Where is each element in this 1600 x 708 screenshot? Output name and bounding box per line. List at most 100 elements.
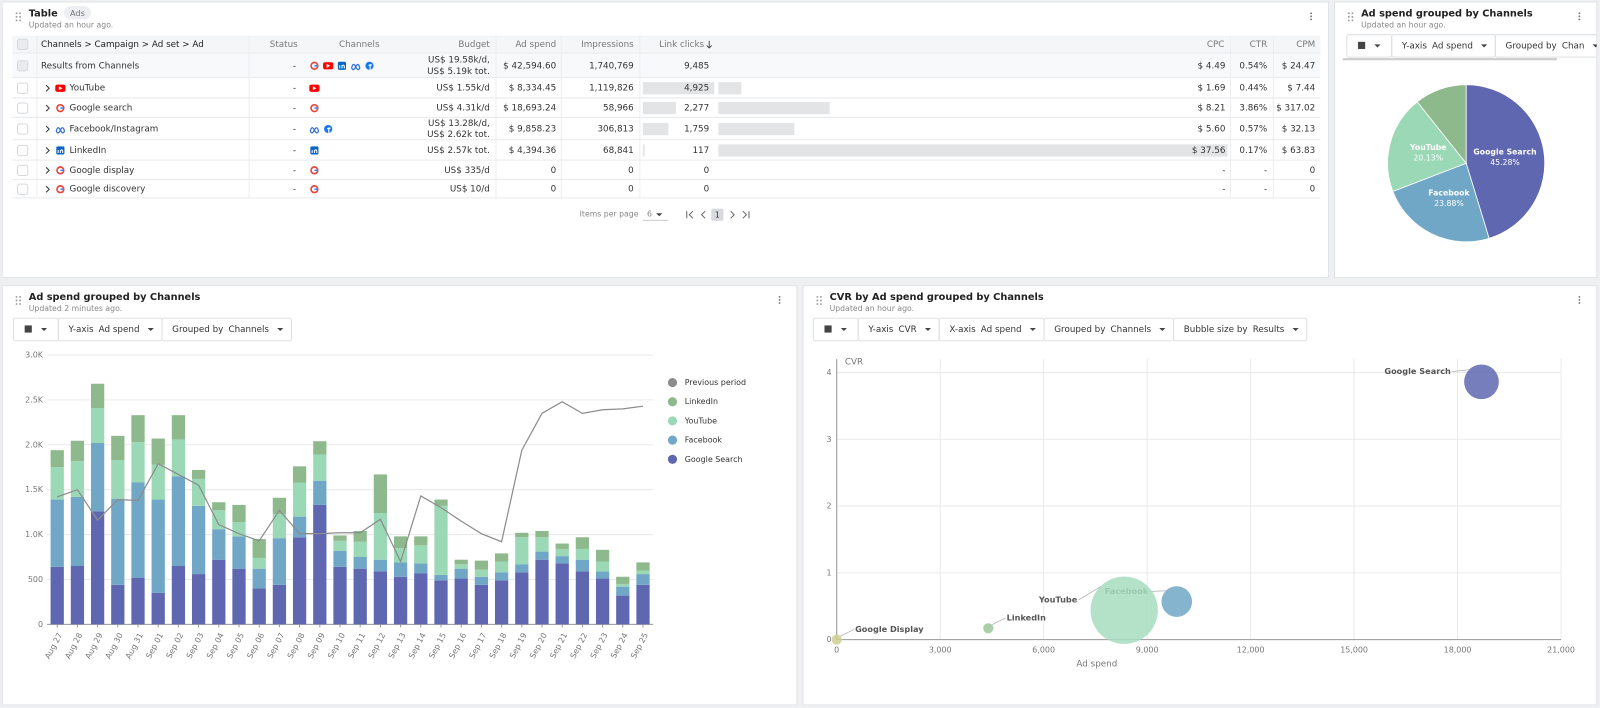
last-page[interactable] <box>742 210 750 219</box>
menu-dot[interactable] <box>1578 302 1581 304</box>
chart-type-button[interactable] <box>812 317 859 342</box>
row-name: Results from Channels <box>41 61 140 71</box>
sort-arrow[interactable] <box>706 40 713 49</box>
drag-handle-dot[interactable] <box>19 303 21 305</box>
bar-segment <box>616 586 630 596</box>
control-value: Channels <box>228 325 269 335</box>
menu-dot[interactable] <box>1310 12 1313 15</box>
row-checkbox[interactable] <box>17 183 29 195</box>
bar-segment <box>434 580 448 625</box>
bar-segment <box>171 565 186 625</box>
menu-dot[interactable] <box>1310 18 1313 21</box>
drag-handle-dot[interactable] <box>816 299 819 302</box>
row-checkbox[interactable] <box>17 123 29 135</box>
drag-handle-dot[interactable] <box>819 295 822 298</box>
drag-handle-dot[interactable] <box>15 19 18 22</box>
drag-handle-dot[interactable] <box>1351 12 1354 15</box>
drag-handle-dot[interactable] <box>1351 15 1354 18</box>
bar-segment <box>171 476 186 566</box>
bar-segment <box>555 548 569 557</box>
expand-chevron[interactable] <box>45 166 50 174</box>
prev-page[interactable] <box>700 210 706 219</box>
row-checkbox[interactable] <box>17 164 29 176</box>
row-link-clicks: 1,759 <box>684 125 709 135</box>
drag-handle-dot[interactable] <box>816 295 819 298</box>
menu-dot[interactable] <box>1578 12 1581 15</box>
drag-handle-dot[interactable] <box>19 19 21 22</box>
bar-segment <box>373 571 388 625</box>
drag-handle-dot[interactable] <box>19 299 21 302</box>
drag-handle-dot[interactable] <box>19 295 21 298</box>
expand-chevron[interactable] <box>45 125 50 133</box>
y-tick-label: 2.0K <box>25 440 44 449</box>
control-dropdown[interactable] <box>1494 34 1600 58</box>
next-page[interactable] <box>730 210 735 219</box>
drag-handle-dot[interactable] <box>15 15 18 18</box>
drag-handle-dot[interactable] <box>15 303 18 305</box>
bar-segment <box>515 572 529 625</box>
drag-handle-dot[interactable] <box>1351 19 1354 22</box>
control-value: Chan <box>1562 41 1585 51</box>
row-link-clicks: 4,925 <box>684 84 709 94</box>
row-status: - <box>293 166 296 176</box>
legend-marker[interactable] <box>667 397 678 407</box>
y-tick-label: 3 <box>827 435 832 444</box>
dropdown-caret <box>40 327 48 332</box>
control-dropdown[interactable] <box>161 317 292 342</box>
drag-handle-dot[interactable] <box>816 303 819 305</box>
row-ad-spend: 0 <box>551 166 557 176</box>
legend-label: Google Search <box>685 455 743 464</box>
row-budget: US$ 13.28k/d, <box>428 119 490 129</box>
drag-handle-dot[interactable] <box>19 15 21 18</box>
drag-handle-dot[interactable] <box>15 295 18 298</box>
legend-marker[interactable] <box>667 377 678 388</box>
bar-segment <box>575 548 590 560</box>
row-checkbox[interactable] <box>17 144 29 157</box>
row-checkbox[interactable] <box>17 82 29 94</box>
dropdown-caret <box>1029 327 1036 332</box>
menu-dot[interactable] <box>778 295 781 298</box>
header-checkbox[interactable] <box>17 38 29 50</box>
bar-segment <box>474 560 489 570</box>
bar-segment <box>616 595 630 625</box>
menu-dot[interactable] <box>778 302 781 304</box>
expand-chevron[interactable] <box>45 185 50 193</box>
legend-marker[interactable] <box>667 416 678 426</box>
legend-marker[interactable] <box>667 454 678 464</box>
drag-handle-dot[interactable] <box>819 303 822 305</box>
legend-marker[interactable] <box>667 435 678 445</box>
facebook-f <box>327 127 331 134</box>
menu-dot[interactable] <box>1578 299 1581 301</box>
chart-type-button[interactable] <box>12 317 59 342</box>
expand-chevron[interactable] <box>45 104 50 112</box>
expand-chevron[interactable] <box>45 147 50 154</box>
row-checkbox[interactable] <box>17 102 29 114</box>
drag-handle-dot[interactable] <box>1347 12 1350 15</box>
chart-type-button[interactable] <box>1346 34 1393 58</box>
bar-segment <box>454 559 468 565</box>
menu-dot[interactable] <box>1578 15 1581 18</box>
table-header-bg <box>12 35 1321 54</box>
control-dropdown[interactable] <box>1173 317 1308 342</box>
drag-handle-dot[interactable] <box>1347 15 1350 18</box>
chart-type-icon <box>824 325 832 333</box>
bar-segment <box>414 573 428 625</box>
menu-dot[interactable] <box>1310 15 1313 18</box>
menu-dot[interactable] <box>1578 18 1581 21</box>
drag-handle-dot[interactable] <box>1347 19 1350 22</box>
drag-handle-dot[interactable] <box>819 299 822 302</box>
menu-dot[interactable] <box>1578 295 1581 298</box>
bar-segment <box>373 559 388 572</box>
first-page[interactable] <box>686 210 694 219</box>
row-impressions: 0 <box>628 185 634 195</box>
pie-label: Facebook <box>1428 188 1470 197</box>
menu-dot[interactable] <box>778 299 781 301</box>
current-page-box[interactable] <box>711 208 724 221</box>
drag-handle-dot[interactable] <box>15 12 18 15</box>
row-checkbox[interactable] <box>17 60 29 72</box>
drag-handle-dot[interactable] <box>15 299 18 302</box>
expand-chevron[interactable] <box>45 84 50 92</box>
y-tick-label: 0 <box>38 620 43 629</box>
summary-row-bg <box>12 53 1321 78</box>
drag-handle-dot[interactable] <box>19 12 21 15</box>
